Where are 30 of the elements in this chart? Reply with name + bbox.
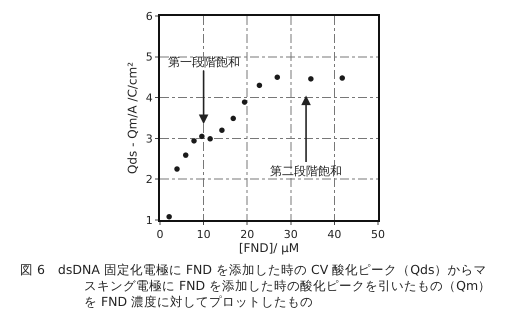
point: [274, 74, 280, 80]
point: [308, 76, 314, 82]
x-tick-label: 50: [371, 228, 385, 242]
point: [230, 116, 236, 122]
x-tick-label: 40: [327, 228, 342, 242]
annotation: 第一段階飽和: [168, 55, 240, 69]
x-tick-label: 0: [156, 228, 164, 242]
point: [182, 152, 188, 158]
point: [199, 134, 205, 140]
y-tick-label: 1: [146, 214, 153, 227]
y-tick-label: 6: [146, 10, 153, 23]
y-tick-label: 2: [146, 173, 153, 186]
y-axis-title: Qds - Qm/A /C/cm²: [126, 62, 140, 174]
x-tick-label: 20: [240, 228, 254, 242]
y-tick-label: 3: [146, 132, 153, 146]
point: [219, 127, 225, 133]
point: [242, 99, 248, 105]
x-tick-label: 10: [196, 228, 211, 242]
y-tick-label: 5: [146, 50, 153, 64]
x-axis-title: [FND]/ μM: [238, 241, 300, 256]
x-tick-label: 30: [284, 228, 298, 242]
point: [191, 138, 197, 144]
point: [207, 136, 213, 142]
point: [166, 214, 172, 220]
y-tick-label: 4: [146, 91, 153, 104]
caption: 図 6 dsDNA 固定化電極に FND を添加した時の CV 酸化ピーク（Qds）からマスキング電極に FND を添加した時の酸化ピークを引いたもの（Qm）を FND 濃度に対してプロットしたもの: [20, 262, 492, 310]
annotation: 第二段階飽和: [270, 164, 342, 178]
point: [340, 75, 345, 81]
point: [256, 82, 262, 88]
point: [174, 166, 180, 172]
